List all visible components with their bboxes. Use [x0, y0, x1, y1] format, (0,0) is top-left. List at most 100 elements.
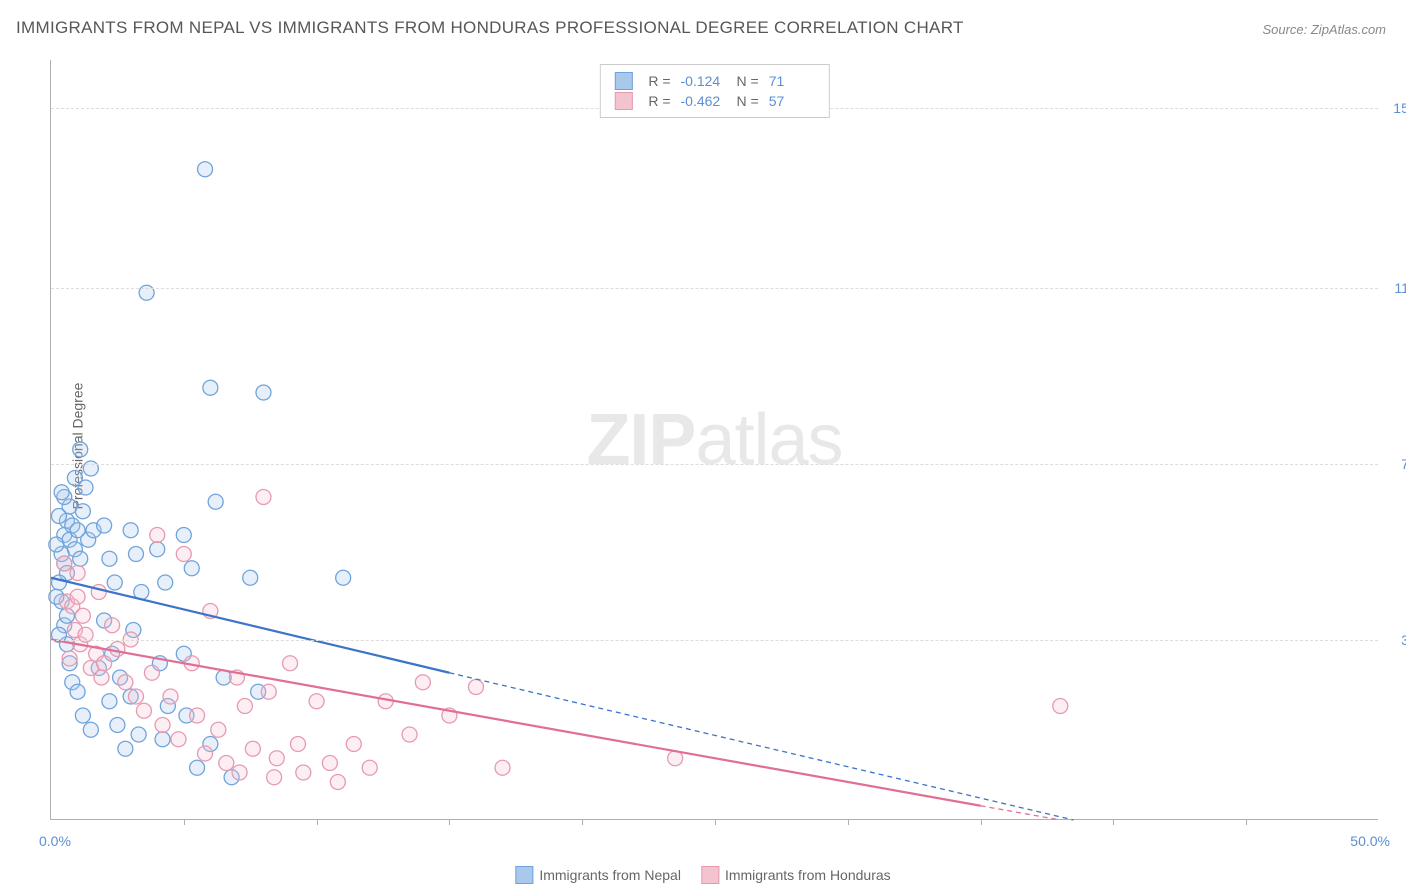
scatter-point: [163, 689, 178, 704]
scatter-point: [256, 490, 271, 505]
scatter-point: [171, 732, 186, 747]
scatter-point: [190, 760, 205, 775]
scatter-point: [336, 570, 351, 585]
n-value-honduras: 57: [769, 93, 815, 109]
regression-line-solid: [51, 640, 981, 806]
regression-line-dashed: [449, 673, 1073, 820]
scatter-point: [70, 684, 85, 699]
r-label: R =: [648, 93, 670, 109]
scatter-point: [73, 442, 88, 457]
scatter-point: [346, 737, 361, 752]
legend-label-nepal: Immigrants from Nepal: [539, 867, 681, 883]
swatch-honduras: [701, 866, 719, 884]
scatter-point: [97, 656, 112, 671]
swatch-nepal: [515, 866, 533, 884]
scatter-point: [309, 694, 324, 709]
r-label: R =: [648, 73, 670, 89]
scatter-point: [267, 770, 282, 785]
scatter-point: [51, 575, 66, 590]
scatter-point: [203, 380, 218, 395]
scatter-point: [184, 561, 199, 576]
x-tick: [582, 819, 583, 825]
n-value-nepal: 71: [769, 73, 815, 89]
x-tick: [1113, 819, 1114, 825]
legend-label-honduras: Immigrants from Honduras: [725, 867, 891, 883]
y-tick-label: 3.8%: [1383, 632, 1406, 648]
n-label: N =: [737, 73, 759, 89]
scatter-point: [261, 684, 276, 699]
scatter-point: [70, 589, 85, 604]
scatter-point: [150, 528, 165, 543]
scatter-point: [118, 741, 133, 756]
scatter-point: [245, 741, 260, 756]
chart-title: IMMIGRANTS FROM NEPAL VS IMMIGRANTS FROM…: [16, 18, 964, 38]
scatter-point: [269, 751, 284, 766]
gridline: [51, 464, 1378, 465]
scatter-point: [110, 642, 125, 657]
gridline: [51, 288, 1378, 289]
scatter-point: [208, 494, 223, 509]
swatch-honduras: [614, 92, 632, 110]
scatter-point: [211, 722, 226, 737]
scatter-point: [62, 651, 77, 666]
scatter-point: [118, 675, 133, 690]
scatter-point: [70, 566, 85, 581]
scatter-point: [97, 518, 112, 533]
scatter-point: [107, 575, 122, 590]
scatter-point: [468, 680, 483, 695]
scatter-point: [136, 703, 151, 718]
legend-item-honduras: Immigrants from Honduras: [701, 866, 891, 884]
scatter-point: [219, 756, 234, 771]
scatter-point: [144, 665, 159, 680]
r-value-honduras: -0.462: [681, 93, 727, 109]
y-tick-label: 7.5%: [1383, 456, 1406, 472]
scatter-point: [322, 756, 337, 771]
scatter-point: [75, 708, 90, 723]
r-value-nepal: -0.124: [681, 73, 727, 89]
x-tick: [449, 819, 450, 825]
scatter-point: [54, 485, 69, 500]
scatter-point: [83, 722, 98, 737]
scatter-point: [94, 670, 109, 685]
stats-row-nepal: R = -0.124 N = 71: [614, 71, 814, 91]
x-tick: [184, 819, 185, 825]
scatter-point: [176, 528, 191, 543]
scatter-point: [57, 556, 72, 571]
scatter-svg: [51, 60, 1378, 819]
scatter-point: [110, 718, 125, 733]
scatter-point: [330, 775, 345, 790]
y-tick-label: 11.2%: [1383, 280, 1406, 296]
gridline: [51, 640, 1378, 641]
plot-area: ZIPatlas R = -0.124 N = 71 R = -0.462 N …: [50, 60, 1378, 820]
scatter-point: [237, 699, 252, 714]
scatter-point: [243, 570, 258, 585]
x-tick: [848, 819, 849, 825]
scatter-point: [402, 727, 417, 742]
scatter-point: [75, 504, 90, 519]
scatter-point: [51, 509, 66, 524]
x-axis-max-label: 50.0%: [1350, 833, 1390, 849]
scatter-point: [102, 694, 117, 709]
x-tick: [981, 819, 982, 825]
scatter-point: [150, 542, 165, 557]
scatter-point: [198, 162, 213, 177]
n-label: N =: [737, 93, 759, 109]
scatter-point: [158, 575, 173, 590]
scatter-point: [105, 618, 120, 633]
scatter-point: [415, 675, 430, 690]
bottom-legend: Immigrants from Nepal Immigrants from Ho…: [515, 866, 890, 884]
scatter-point: [67, 471, 82, 486]
scatter-point: [128, 547, 143, 562]
scatter-point: [291, 737, 306, 752]
x-tick: [317, 819, 318, 825]
scatter-point: [73, 551, 88, 566]
scatter-point: [131, 727, 146, 742]
scatter-point: [1053, 699, 1068, 714]
scatter-point: [232, 765, 247, 780]
x-tick: [715, 819, 716, 825]
x-axis-min-label: 0.0%: [39, 833, 71, 849]
scatter-point: [102, 551, 117, 566]
swatch-nepal: [614, 72, 632, 90]
scatter-point: [155, 718, 170, 733]
stats-row-honduras: R = -0.462 N = 57: [614, 91, 814, 111]
